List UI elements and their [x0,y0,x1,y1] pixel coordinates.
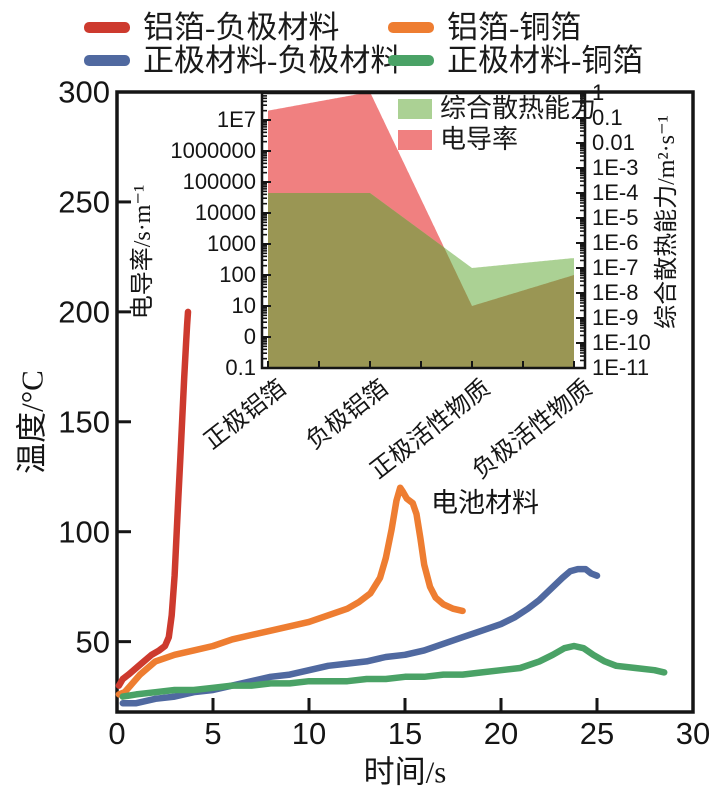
inset-right-tick-label: 1E-10 [592,330,651,355]
main-y-tick-label: 50 [75,624,110,660]
inset-right-tick-label: 1E-4 [592,180,639,205]
main-x-tick-label: 30 [675,716,711,751]
inset-right-tick-label: 1E-11 [592,355,650,380]
inset-left-tick-label: 0 [243,324,256,349]
legend-item-1: 铝箔-铜箔 [388,12,581,43]
main-x-tick-label: 15 [387,716,423,751]
main-y-tick-label: 250 [58,184,110,220]
inset-area-group [262,93,585,368]
legend-item-label: 铝箔-铜箔 [447,10,582,45]
legend-swatch-icon [84,55,130,66]
inset-legend-item-label: 综合散热能力 [440,94,597,123]
main-y-tick-label: 150 [58,404,110,440]
legend-item-label: 正极材料-负极材料 [143,43,402,78]
inset-left-tick-label: 100 [219,262,256,287]
inset-right-tick-label: 1E-6 [592,230,639,255]
inset-left-tick-label: 1000 [207,231,256,256]
legend-swatch-icon [388,22,434,33]
inset-legend-swatch-icon [398,99,432,119]
main-x-tick-label: 20 [483,716,519,751]
inset-left-axis-title: 电导率/s·m⁻¹ [130,184,156,320]
inset-left-tick-label: 100000 [182,169,256,194]
inset-right-tick-label: 0.1 [592,105,623,130]
legend-item-label: 正极材料-铜箔 [447,43,644,78]
legend-item-2: 正极材料-负极材料 [84,45,401,76]
main-y-axis-title: 温度/°C [14,370,50,474]
inset-right-tick-label: 1E-5 [592,205,639,230]
main-x-tick-label: 5 [204,716,222,751]
inset-legend-swatch-icon [398,130,432,150]
inset-left-tick-label: 10 [231,293,256,318]
inset-legend-item-label: 电导率 [440,125,519,154]
legend-swatch-icon [388,55,434,66]
main-series-line-3 [119,642,668,700]
legend-item-label: 铝箔-负极材料 [143,10,340,45]
inset-left-tick-label: 10000 [194,200,256,225]
main-x-tick-label: 25 [579,716,615,751]
main-x-axis-title: 时间/s [363,754,447,790]
inset-left-tick-label: 1000000 [170,138,256,163]
inset-right-tick-label: 0.01 [592,130,635,155]
main-y-tick-label: 300 [58,74,110,110]
legend-swatch-icon [84,22,130,33]
inset-right-tick-label: 1E-7 [592,255,639,280]
inset-right-tick-label: 1 [592,80,605,105]
inset-area-overlap [268,193,574,368]
inset-left-tick-label: 1E7 [216,107,256,132]
main-x-tick-label: 10 [291,716,327,751]
inset-right-tick-label: 1E-3 [592,155,639,180]
inset-legend-item-1: 电导率 [398,127,518,153]
inset-right-tick-label: 1E-8 [592,280,639,305]
main-series-line-1 [115,484,466,698]
main-series-line-2 [119,565,601,707]
inset-legend-item-0: 综合散热能力 [398,96,596,122]
legend-item-3: 正极材料-铜箔 [388,45,643,76]
legend-item-0: 铝箔-负极材料 [84,12,339,43]
main-y-tick-label: 100 [58,514,110,550]
inset-right-tick-label: 1E-9 [592,305,639,330]
inset-right-axis-title: 综合散热能力/m²·s⁻¹ [654,115,680,329]
inset-left-tick-label: 0.1 [225,355,256,380]
main-x-tick-label: 0 [108,716,126,751]
main-series-line-0 [115,308,192,689]
main-y-tick-label: 200 [58,294,110,330]
annotation-battery-material: 电池材料 [431,488,539,518]
